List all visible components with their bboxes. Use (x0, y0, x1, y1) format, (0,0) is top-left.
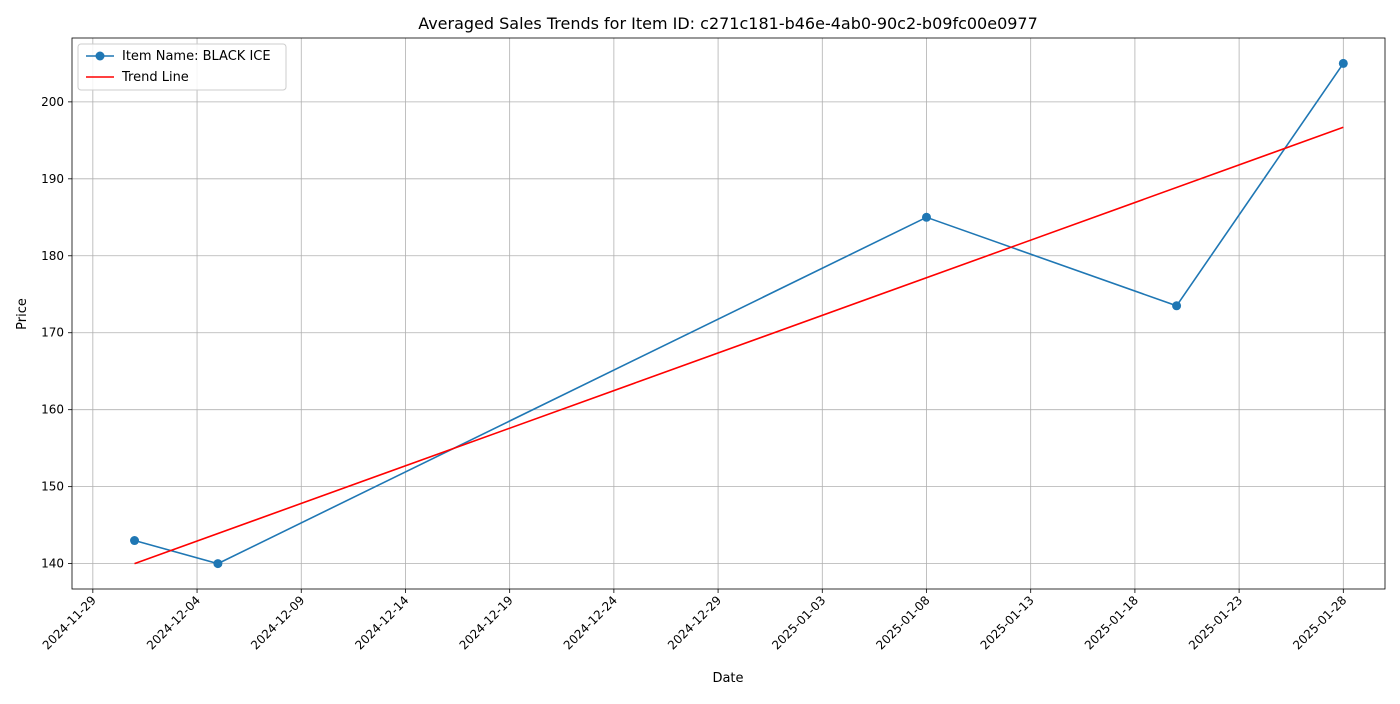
x-tick-label: 2025-01-13 (978, 593, 1037, 652)
series-line-1 (134, 126, 1344, 565)
data-point (921, 212, 931, 222)
y-tick-label: 160 (41, 403, 64, 417)
legend: Item Name: BLACK ICE Trend Line (77, 43, 287, 91)
x-tick-label: 2024-12-24 (561, 593, 620, 652)
x-tick-label: 2025-01-03 (769, 593, 828, 652)
data-point (130, 536, 140, 546)
y-tick-label: 200 (41, 95, 64, 109)
y-tick-label: 170 (41, 326, 64, 340)
x-tick-label: 2025-01-18 (1082, 593, 1141, 652)
x-tick-label: 2025-01-23 (1186, 593, 1245, 652)
legend-swatch-marker (95, 51, 105, 61)
grid (72, 38, 1385, 589)
x-tick-label: 2025-01-08 (873, 593, 932, 652)
plot-frame (71, 37, 1386, 590)
chart-title: Averaged Sales Trends for Item ID: c271c… (418, 14, 1038, 33)
y-tick-label: 140 (41, 557, 64, 571)
y-tick-label: 180 (41, 249, 64, 263)
data-point (213, 559, 223, 569)
x-tick-label: 2024-12-04 (144, 593, 203, 652)
series-layer (130, 58, 1348, 569)
legend-label: Trend Line (121, 70, 189, 85)
x-tick-label: 2024-12-19 (457, 593, 516, 652)
data-point (1338, 58, 1348, 68)
x-tick-label: 2025-01-28 (1290, 593, 1349, 652)
x-tick-label: 2024-12-29 (665, 593, 724, 652)
x-axis-label: Date (712, 671, 743, 686)
series-line-0 (134, 62, 1344, 565)
x-tick-label: 2024-11-29 (40, 593, 99, 652)
axes: 2024-11-29 2024-12-04 2024-12-09 2024-12-14… (40, 37, 1386, 652)
legend-box (77, 43, 287, 91)
x-tick-label: 2024-12-14 (352, 593, 411, 652)
x-tick-label: 2024-12-09 (248, 593, 307, 652)
y-tick-label: 150 (41, 480, 64, 494)
legend-label: Item Name: BLACK ICE (122, 49, 271, 64)
data-point (1172, 301, 1182, 311)
y-tick-label: 190 (41, 172, 64, 186)
y-axis-label: Price (15, 298, 30, 330)
